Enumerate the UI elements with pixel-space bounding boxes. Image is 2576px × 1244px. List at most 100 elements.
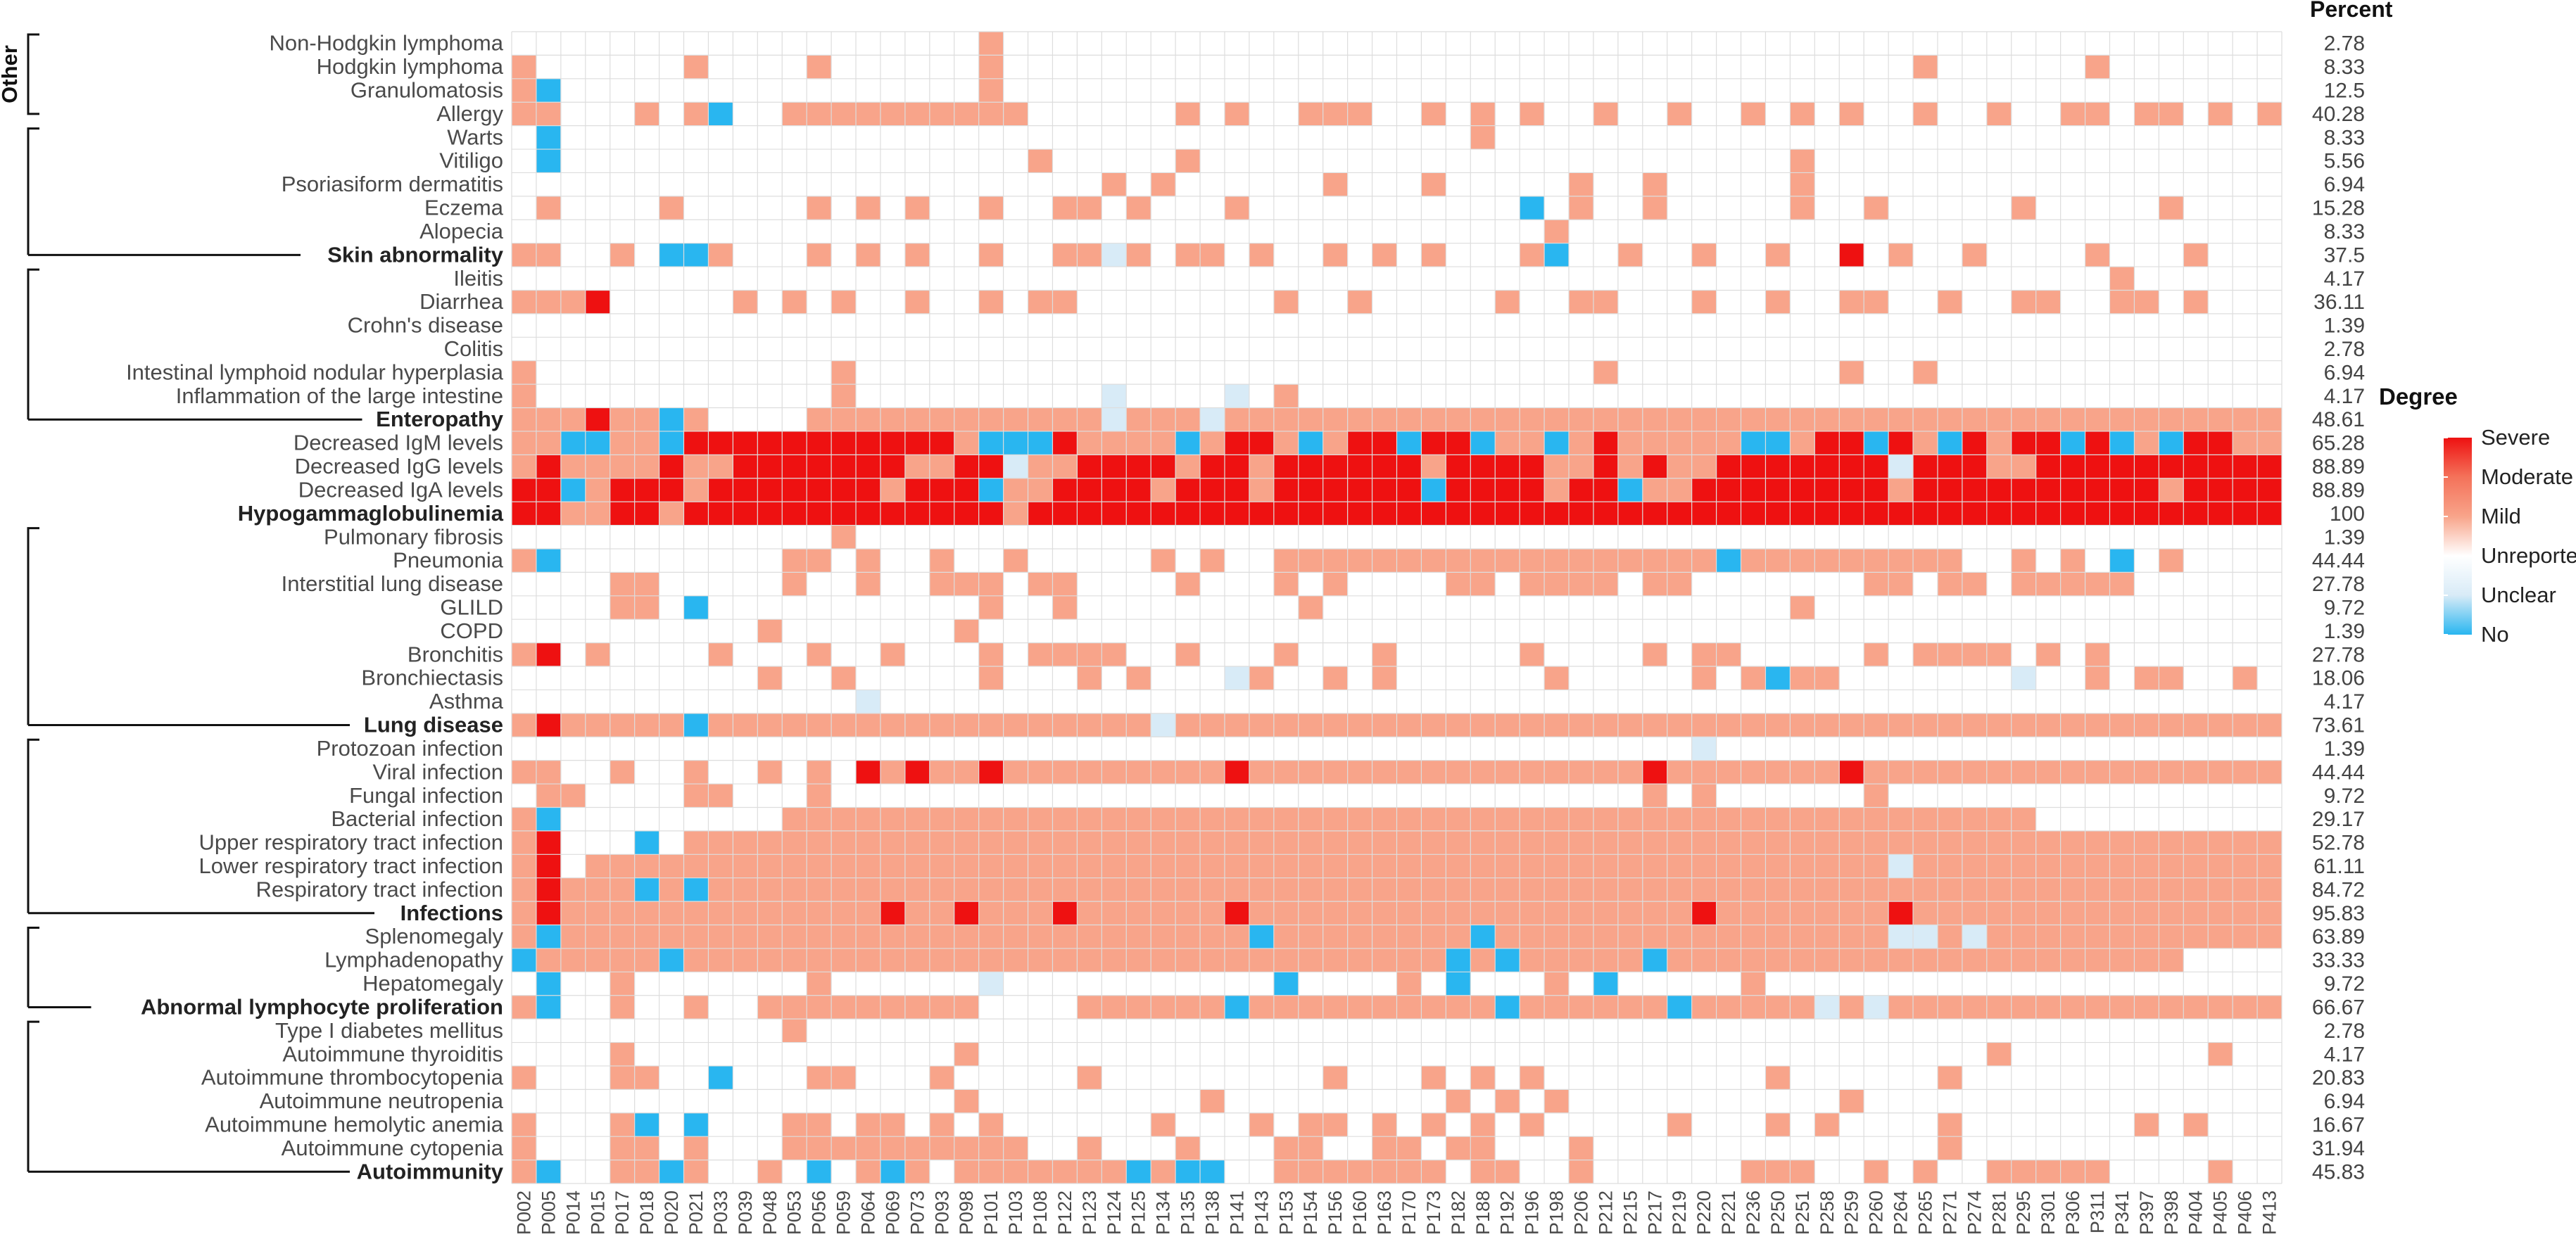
- heatmap-cell: [1642, 807, 1668, 832]
- heatmap-cell: [1642, 948, 1668, 972]
- heatmap-cell: [1962, 807, 1988, 832]
- heatmap-cell: [1937, 548, 1963, 573]
- heatmap-cell: [2159, 760, 2184, 785]
- heatmap-cell: [1642, 502, 1668, 526]
- heatmap-cell: [634, 1160, 659, 1184]
- heatmap-cell: [929, 807, 955, 832]
- heatmap-cell: [856, 548, 881, 573]
- heatmap-cell: [929, 502, 955, 526]
- heatmap-cell: [585, 854, 611, 879]
- heatmap-cell: [1126, 877, 1151, 902]
- heatmap-cell: [1273, 995, 1299, 1020]
- heatmap-cell: [512, 807, 537, 832]
- row-label: Protozoan infection: [317, 736, 503, 761]
- column-label: P259: [1841, 1191, 1862, 1235]
- heatmap-cell: [1642, 713, 1668, 737]
- heatmap-cell: [1691, 478, 1717, 502]
- heatmap-cell: [536, 455, 562, 479]
- percent-value: 9.72: [2324, 785, 2365, 808]
- percent-value: 4.17: [2324, 385, 2365, 408]
- heatmap-cell: [904, 407, 930, 432]
- heatmap-cell: [2060, 713, 2085, 737]
- row-label: Infections: [400, 901, 503, 925]
- heatmap-cell: [757, 502, 783, 526]
- heatmap-cell: [1249, 830, 1275, 855]
- heatmap-cell: [757, 948, 783, 972]
- heatmap-cell: [1322, 502, 1349, 526]
- percent-value: 16.67: [2312, 1114, 2365, 1137]
- heatmap-cell: [1151, 407, 1176, 432]
- heatmap-cell: [2109, 925, 2135, 949]
- heatmap-cell: [1077, 901, 1102, 925]
- heatmap-cell: [659, 431, 684, 455]
- heatmap-cell: [856, 1160, 881, 1184]
- heatmap-cell: [782, 1019, 807, 1043]
- heatmap-cell: [2159, 901, 2184, 925]
- heatmap-cell: [2159, 478, 2184, 502]
- heatmap-cell: [1126, 431, 1151, 455]
- heatmap-cell: [1691, 925, 1717, 949]
- heatmap-cell: [1052, 830, 1078, 855]
- heatmap-cell: [1421, 102, 1446, 127]
- heatmap-cell: [2085, 666, 2110, 690]
- heatmap-cell: [1544, 972, 1570, 996]
- heatmap-cell: [1421, 502, 1446, 526]
- heatmap-cell: [1741, 713, 1766, 737]
- heatmap-cell: [610, 995, 636, 1020]
- heatmap-cell: [512, 431, 537, 455]
- percent-value: 73.61: [2312, 714, 2365, 737]
- column-label: P073: [907, 1191, 928, 1235]
- heatmap-cell: [1937, 877, 1963, 902]
- column-label: P122: [1054, 1191, 1075, 1235]
- heatmap-cell: [1937, 713, 1963, 737]
- heatmap-cell: [1937, 572, 1963, 597]
- heatmap-cell: [1372, 877, 1397, 902]
- heatmap-cell: [1691, 713, 1717, 737]
- heatmap-cell: [1913, 431, 1938, 455]
- heatmap-cell: [2233, 478, 2258, 502]
- heatmap-cell: [2060, 407, 2085, 432]
- heatmap-cell: [856, 760, 881, 785]
- heatmap-cell: [1814, 502, 1840, 526]
- heatmap-cell: [831, 925, 857, 949]
- heatmap-cell: [610, 502, 636, 526]
- heatmap-cell: [610, 595, 636, 620]
- heatmap-cell: [1937, 1065, 1963, 1090]
- heatmap-cell: [1200, 478, 1225, 502]
- heatmap-cell: [733, 925, 758, 949]
- heatmap-cell: [1741, 830, 1766, 855]
- heatmap-cell: [1790, 948, 1815, 972]
- heatmap-cell: [536, 78, 562, 103]
- heatmap-cell: [1446, 760, 1471, 785]
- heatmap-cell: [1913, 478, 1938, 502]
- heatmap-cell: [634, 502, 659, 526]
- column-labels: P002 P005 P014 P015 P017 P018 P020 P021 P033 P039…: [514, 1191, 2280, 1235]
- heatmap-cell: [560, 713, 586, 737]
- heatmap-cell: [1421, 478, 1446, 502]
- heatmap-cell: [634, 595, 659, 620]
- heatmap-cell: [1052, 478, 1078, 502]
- heatmap-cell: [1888, 572, 1914, 597]
- heatmap-cell: [1495, 431, 1520, 455]
- heatmap-cell: [1691, 243, 1717, 267]
- heatmap-cell: [1003, 877, 1028, 902]
- heatmap-cell: [929, 1136, 955, 1160]
- heatmap-cell: [2208, 102, 2233, 127]
- heatmap-cell: [1372, 854, 1397, 879]
- heatmap-cell: [2085, 877, 2110, 902]
- heatmap-cell: [1962, 854, 1988, 879]
- heatmap-cell: [880, 502, 906, 526]
- heatmap-cell: [831, 1065, 857, 1090]
- heatmap-cell: [512, 243, 537, 267]
- heatmap-cell: [536, 407, 562, 432]
- heatmap-cell: [2060, 760, 2085, 785]
- heatmap-cell: [1913, 995, 1938, 1020]
- heatmap-cell: [1470, 925, 1496, 949]
- heatmap-cell: [1593, 948, 1619, 972]
- heatmap-cell: [954, 431, 980, 455]
- row-label: GLILD: [440, 595, 503, 620]
- heatmap-cell: [1765, 1160, 1791, 1184]
- heatmap-cell: [1126, 243, 1151, 267]
- heatmap-cell: [733, 713, 758, 737]
- heatmap-cell: [1741, 901, 1766, 925]
